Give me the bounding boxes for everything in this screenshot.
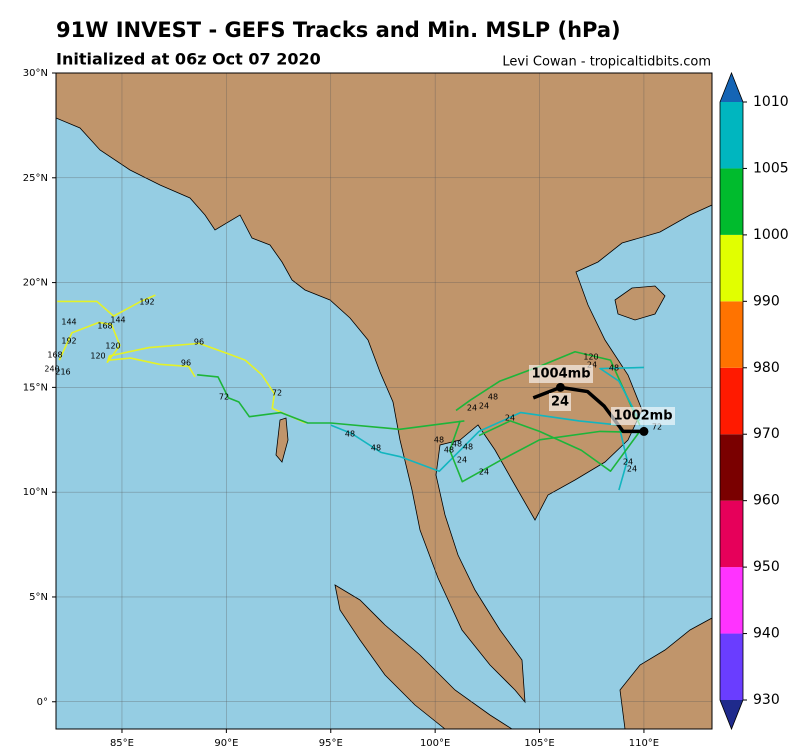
track-label: 120 (90, 352, 105, 361)
x-tick-label: 110°E (629, 738, 659, 749)
track-label: 72 (652, 423, 662, 432)
sumatra (334, 584, 513, 729)
annotation: 1004mb (531, 367, 590, 382)
ensemble-track (58, 321, 307, 424)
plot-frame (55, 72, 713, 730)
colorbar-segment (720, 234, 743, 302)
annotation-box (529, 365, 593, 383)
y-tick-label: 25°N (23, 173, 48, 184)
subtitle: Initialized at 06z Oct 07 2020 (56, 50, 321, 69)
track-label: 96 (181, 359, 191, 368)
track-label: 24 (505, 414, 515, 423)
colorbar-label: 970 (753, 426, 780, 442)
ensemble-track (109, 357, 196, 378)
colorbar-label: 960 (753, 493, 780, 509)
track-label: 168 (97, 322, 112, 331)
track-label: 24 (457, 456, 467, 465)
colorbar-label: 990 (753, 293, 780, 309)
colorbar-segment (720, 367, 743, 435)
ensemble-track (57, 294, 156, 317)
track-label: 192 (139, 298, 154, 307)
track-label: 168 (47, 351, 62, 360)
colorbar-segment (720, 102, 743, 169)
colorbar-label: 930 (753, 692, 780, 708)
colorbar-label: 950 (753, 559, 780, 575)
track-label: 24 (479, 402, 489, 411)
colorbar-segment (720, 567, 743, 634)
track-label: 48 (345, 430, 355, 439)
track-label: 48 (609, 364, 619, 373)
track-label: 216 (55, 368, 70, 377)
ensemble-track (599, 366, 644, 422)
annotations: 1004mb 24 1002mb (529, 365, 675, 425)
y-tick-label: 5°N (29, 592, 48, 603)
track-label: 24 (627, 465, 637, 474)
track-label: 48 (371, 444, 381, 453)
track-label: 24 (467, 404, 477, 413)
track-label: 144 (61, 318, 76, 327)
colorbar-segment (720, 301, 743, 368)
axes: 85°E 90°E 95°E 100°E 105°E 110°E 0° 5°N 10°N 15°N… (23, 68, 659, 749)
x-tick-label: 95°E (319, 738, 343, 749)
track-label: 48 (444, 446, 454, 455)
y-tick-label: 20°N (23, 278, 48, 289)
x-tick-label: 90°E (214, 738, 238, 749)
hainan (614, 285, 666, 321)
track-label: 48 (463, 443, 473, 452)
y-tick-label: 10°N (23, 487, 48, 498)
track-label: 120 (583, 353, 598, 362)
track-label: 48 (434, 436, 444, 445)
colorbar-segment (720, 500, 743, 568)
mainland (56, 73, 712, 704)
x-tick-label: 100°E (420, 738, 450, 749)
annotation-box (549, 393, 571, 411)
track-label: 24 (479, 468, 489, 477)
ensemble-track (448, 420, 640, 483)
ensemble-track (478, 420, 641, 473)
track-label: 120 (105, 342, 120, 351)
colorbar: 930 940 950 960 970 980 990 1000 1005 1010 (719, 71, 789, 731)
colorbar-label: 980 (753, 360, 780, 376)
track-label: 192 (61, 337, 76, 346)
x-tick-label: 85°E (110, 738, 134, 749)
ensemble-track (330, 411, 629, 491)
track-label: 144 (110, 316, 125, 325)
colorbar-label: 940 (753, 626, 780, 642)
track-label: 24 (623, 458, 633, 467)
andaman-island (275, 417, 289, 463)
annotation: 1002mb (613, 409, 672, 424)
colorbar-extension (720, 700, 743, 729)
annotation-box (611, 407, 675, 425)
track-label: 48 (452, 440, 462, 449)
title: 91W INVEST - GEFS Tracks and Min. MSLP (… (56, 18, 621, 42)
track-label: 240 (44, 365, 59, 374)
ensemble-track (197, 374, 465, 431)
grid (56, 73, 712, 729)
x-tick-label: 105°E (524, 738, 554, 749)
y-tick-label: 30°N (23, 68, 48, 79)
track-label: 72 (219, 393, 229, 402)
track-label: 96 (194, 338, 204, 347)
credit: Levi Cowan - tropicaltidbits.com (502, 55, 711, 70)
colorbar-label: 1000 (753, 227, 789, 243)
colorbar-label: 1005 (753, 160, 789, 176)
track-label: 48 (488, 393, 498, 402)
annotation: 24 (551, 395, 569, 410)
mean-track (532, 385, 644, 434)
land (56, 73, 712, 729)
track-point (639, 426, 649, 436)
track-point (555, 382, 565, 392)
track-label: 72 (272, 389, 282, 398)
y-tick-label: 0° (37, 697, 48, 708)
tracks (57, 294, 649, 491)
colorbar-extension (720, 73, 743, 102)
colorbar-label: 1010 (753, 94, 789, 110)
colorbar-segment (720, 168, 743, 235)
colorbar-segment (720, 434, 743, 501)
y-tick-label: 15°N (23, 382, 48, 393)
colorbar-segment (720, 633, 743, 700)
